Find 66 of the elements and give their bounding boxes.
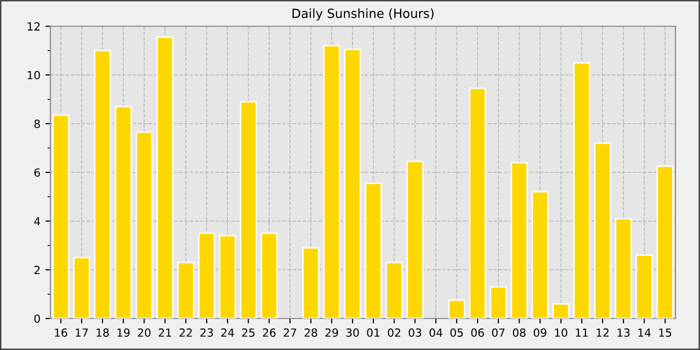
bar [594, 142, 612, 318]
x-tick-label: 23 [200, 328, 213, 337]
x-tick-label: 03 [408, 328, 422, 337]
x-tick-label: 04 [430, 328, 442, 337]
x-tick-label: 30 [346, 328, 359, 337]
x-tick-label: 20 [138, 328, 150, 337]
x-tick-label: 17 [76, 328, 88, 337]
bar [52, 114, 70, 318]
y-tick-label: 0 [34, 314, 40, 323]
x-tick-label: 26 [262, 328, 276, 337]
bar [614, 218, 632, 318]
bar [198, 232, 216, 318]
y-tick-label: 2 [34, 266, 40, 274]
x-tick-label: 27 [284, 328, 296, 337]
bar [406, 160, 424, 318]
x-tick-label: 18 [96, 328, 109, 337]
bar [490, 286, 507, 318]
bar [532, 191, 549, 318]
bar [344, 48, 362, 318]
bar [386, 262, 403, 318]
bar [469, 88, 486, 318]
bar [177, 262, 194, 318]
bar [552, 303, 570, 318]
y-tick-label: 6 [34, 168, 40, 177]
y-tick-label: 8 [34, 120, 40, 128]
x-tick-label: 19 [117, 328, 130, 337]
x-tick-label: 02 [388, 328, 400, 337]
y-tick-label: 4 [34, 217, 40, 226]
bar [636, 254, 653, 318]
bar [240, 101, 257, 318]
x-tick-label: 01 [367, 328, 380, 337]
bar [448, 300, 466, 318]
bar [510, 162, 528, 318]
x-tick-label: 28 [304, 328, 318, 337]
x-tick-label: 10 [555, 328, 568, 337]
bar [94, 50, 111, 318]
x-tick-label: 06 [471, 328, 484, 337]
x-tick-label: 11 [576, 328, 588, 337]
x-tick-label: 08 [512, 328, 526, 337]
bar [73, 256, 90, 318]
x-tick-label: 29 [325, 328, 338, 337]
bar [260, 232, 278, 318]
x-tick-label: 24 [221, 328, 234, 337]
x-tick-label: 05 [450, 328, 463, 337]
bar [136, 131, 153, 318]
x-tick-label: 16 [54, 328, 68, 337]
bar [656, 166, 674, 318]
x-tick-label: 14 [638, 328, 651, 337]
x-tick-label: 12 [596, 328, 609, 337]
bar [156, 36, 174, 318]
y-tick-label: 10 [28, 70, 40, 80]
x-tick-label: 15 [659, 328, 672, 337]
bar [114, 106, 132, 318]
bar [302, 247, 320, 318]
x-tick-label: 21 [158, 328, 172, 337]
bar [219, 235, 236, 318]
y-tick-label: 12 [28, 22, 40, 30]
bar [573, 62, 590, 318]
bar [323, 45, 340, 318]
x-tick-label: 22 [180, 328, 192, 337]
x-tick-label: 07 [492, 328, 505, 337]
x-tick-label: 25 [242, 328, 254, 337]
chart-title: Daily Sunshine (Hours) [292, 8, 434, 21]
x-tick-label: 09 [534, 328, 546, 337]
bar [364, 182, 382, 318]
x-tick-label: 13 [618, 328, 630, 337]
